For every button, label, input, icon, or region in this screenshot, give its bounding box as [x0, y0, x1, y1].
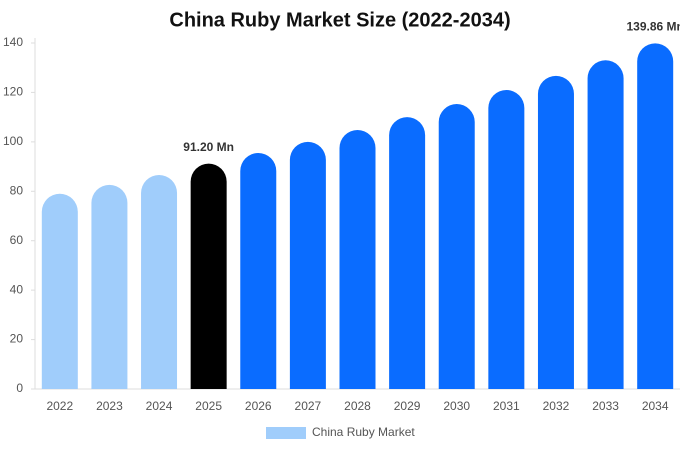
bar [587, 60, 624, 389]
x-tick-label: 2034 [642, 399, 669, 413]
bar [537, 75, 574, 390]
y-tick-label: 0 [16, 381, 23, 395]
bar [240, 152, 277, 389]
bar [389, 117, 426, 389]
legend-label: China Ruby Market [312, 425, 415, 439]
chart-title: China Ruby Market Size (2022-2034) [169, 9, 510, 31]
value-label: 139.86 Mn [627, 20, 680, 34]
bar [141, 174, 178, 389]
x-tick-label: 2025 [195, 399, 222, 413]
x-tick-label: 2027 [295, 399, 322, 413]
x-tick-label: 2026 [245, 399, 272, 413]
x-tick-label: 2031 [493, 399, 520, 413]
bar [91, 184, 128, 389]
bar [41, 193, 78, 389]
value-label: 91.20 Mn [183, 140, 234, 154]
y-tick-label: 20 [10, 332, 24, 346]
x-tick-label: 2024 [146, 399, 173, 413]
y-tick-label: 140 [3, 35, 23, 49]
x-tick-label: 2022 [46, 399, 73, 413]
y-tick-label: 60 [10, 233, 24, 247]
bar [289, 141, 326, 389]
bar [339, 129, 376, 389]
y-tick-label: 40 [10, 282, 24, 296]
x-tick-label: 2032 [543, 399, 570, 413]
x-tick-label: 2033 [592, 399, 619, 413]
bar [488, 89, 525, 390]
y-tick-label: 120 [3, 85, 23, 99]
y-tick-label: 80 [10, 183, 24, 197]
legend-swatch [266, 427, 306, 439]
bar [438, 104, 475, 390]
x-tick-label: 2029 [394, 399, 421, 413]
x-tick-label: 2028 [344, 399, 371, 413]
bar [190, 163, 227, 389]
bar [637, 43, 674, 389]
x-tick-label: 2030 [443, 399, 470, 413]
y-tick-label: 100 [3, 134, 23, 148]
x-tick-label: 2023 [96, 399, 123, 413]
